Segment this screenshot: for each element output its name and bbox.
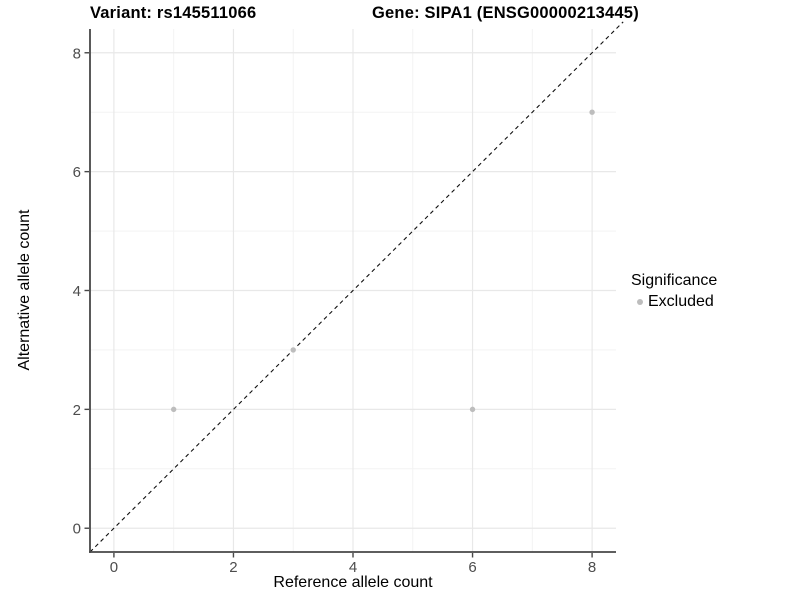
data-point-excluded: [290, 347, 296, 353]
x-tick-label: 4: [349, 559, 357, 576]
x-tick-label: 6: [468, 559, 476, 576]
data-point-excluded: [170, 406, 177, 413]
x-tick-label: 8: [588, 559, 596, 576]
data-point-excluded: [589, 109, 595, 115]
y-tick-label: 8: [73, 45, 81, 62]
legend-item-excluded: Excluded: [631, 293, 717, 311]
plot-title-variant: Variant: rs145511066: [90, 4, 257, 22]
y-tick-label: 2: [73, 402, 81, 419]
y-axis-title: Alternative allele count: [16, 209, 33, 371]
x-tick-label: 0: [110, 559, 118, 576]
legend: Significance Excluded: [631, 272, 717, 311]
identity-reference-line: [89, 21, 624, 553]
plot-title-gene: Gene: SIPA1 (ENSG00000213445): [372, 4, 639, 22]
x-tick-label: 2: [229, 559, 237, 576]
y-tick-label: 6: [73, 164, 81, 181]
y-tick-label: 4: [73, 283, 81, 300]
legend-key: [631, 294, 648, 311]
excluded-point-icon: [636, 299, 643, 305]
y-tick-label: 0: [73, 521, 81, 538]
x-axis-title: Reference allele count: [273, 574, 433, 591]
legend-item-label: Excluded: [648, 293, 714, 310]
data-point-excluded: [469, 406, 476, 413]
legend-title: Significance: [631, 272, 718, 289]
